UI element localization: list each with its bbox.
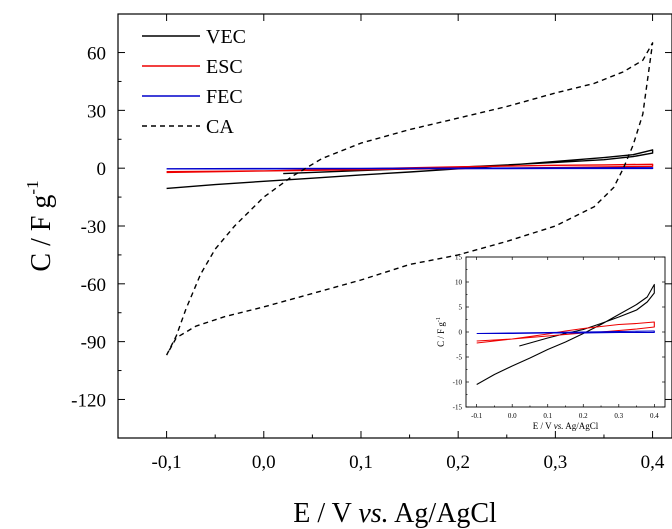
- inset-series-fec: [476, 330, 655, 335]
- y-tick-label: -60: [81, 275, 106, 296]
- inset-y-tick-label: 15: [455, 254, 463, 262]
- y-tick-label: 30: [87, 101, 106, 122]
- x-tick-label: -0,1: [152, 452, 182, 473]
- x-axis-title: E / V vs. Ag/AgCl: [293, 498, 497, 529]
- y-tick-label: 0: [97, 159, 107, 180]
- y-tick-label: -120: [71, 390, 106, 411]
- inset-y-tick-label: 0: [459, 329, 463, 337]
- y-axis-title: C / F g-1: [23, 180, 57, 271]
- series-fec: [166, 167, 654, 170]
- series-esc: [166, 163, 654, 174]
- legend-label-vec: VEC: [206, 26, 246, 48]
- x-tick-label: 0,4: [641, 452, 665, 473]
- inset-x-tick-label: 0.1: [543, 412, 552, 420]
- y-tick-label: -90: [81, 333, 106, 354]
- inset-plot: -0.1 0.0 0.1 0.2 0.3 0.4 15 10 5 0 -5 -10 -15 E / V v…: [436, 254, 666, 431]
- y-tick-label: 60: [87, 44, 106, 65]
- inset-x-tick-label: 0.4: [650, 412, 659, 420]
- inset-series-vec: [476, 283, 655, 385]
- inset-x-tick-label: 0.2: [579, 412, 588, 420]
- inset-y-tick-label: 10: [455, 279, 463, 287]
- inset-x-tick-label: 0.3: [614, 412, 623, 420]
- inset-y-tick-label: -5: [456, 354, 462, 362]
- x-tick-label: 0,3: [543, 452, 567, 473]
- legend-label-fec: FEC: [206, 86, 243, 108]
- inset-x-axis-title: E / V vs. Ag/AgCl: [533, 421, 599, 431]
- legend: VEC ESC FEC CA: [142, 26, 246, 138]
- x-tick-label: 0,1: [349, 452, 373, 473]
- y-tick-label: -30: [81, 217, 106, 238]
- inset-y-axis-title: C / F g-1: [436, 317, 446, 347]
- series-ca: [165, 42, 654, 356]
- inset-x-tick-label: 0.0: [508, 412, 517, 420]
- legend-label-ca: CA: [206, 116, 234, 138]
- inset-series-esc: [476, 321, 655, 344]
- inset-y-tick-label: -15: [453, 404, 463, 412]
- x-tick-label: 0,2: [446, 452, 470, 473]
- inset-x-tick-label: -0.1: [471, 412, 483, 420]
- legend-label-esc: ESC: [206, 56, 243, 78]
- inset-y-tick-label: -10: [453, 379, 463, 387]
- inset-y-tick-label: 5: [459, 304, 463, 312]
- x-tick-label: 0,0: [252, 452, 276, 473]
- main-plot: -0,1 0,0 0,1 0,2 0,3 0,4 60 30 0 -30 -60 -90 -120 E /…: [23, 13, 672, 529]
